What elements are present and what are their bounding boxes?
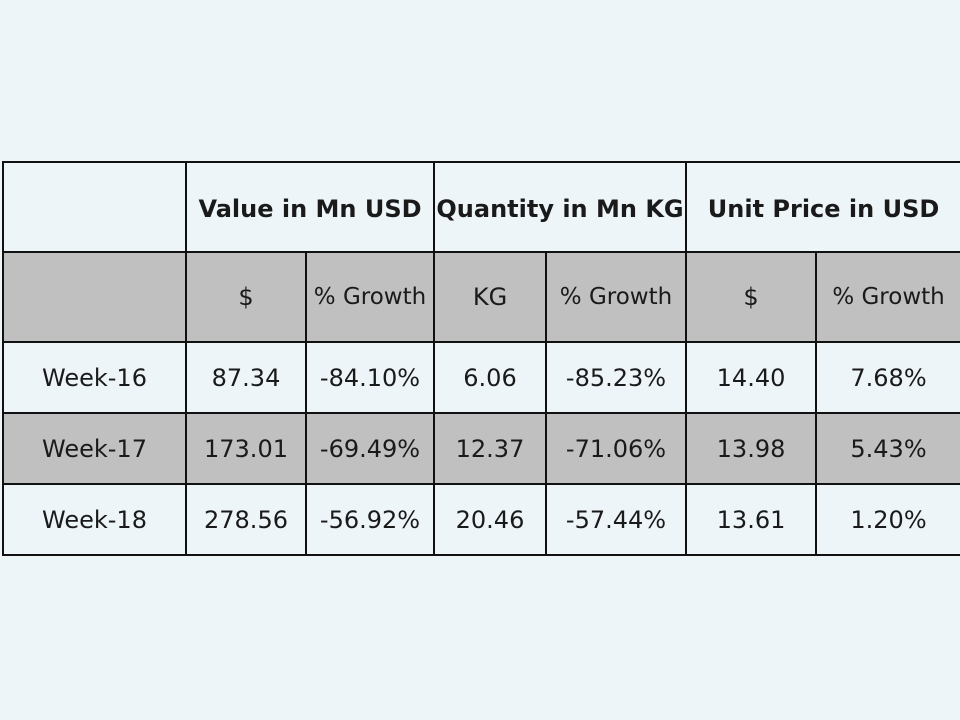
corner-cell <box>2 161 187 253</box>
unit-price-growth-subheader: % Growth <box>815 251 960 343</box>
weekly-trade-table: Value in Mn USD Quantity in Mn KG Unit P… <box>2 161 960 556</box>
unit-price-growth-cell: 7.68% <box>815 341 960 414</box>
subheader-row: $ % Growth KG % Growth $ % Growth <box>2 251 960 343</box>
quantity-growth-cell: -57.44% <box>544 483 688 556</box>
quantity-kg-cell: 12.37 <box>433 412 547 485</box>
table-row: Week-18 278.56 -56.92% 20.46 -57.44% 13.… <box>2 483 960 556</box>
quantity-growth-subheader: % Growth <box>544 251 688 343</box>
quantity-growth-cell: -71.06% <box>544 412 688 485</box>
quantity-group-header: Quantity in Mn KG <box>432 161 688 253</box>
value-growth-subheader: % Growth <box>305 251 435 343</box>
unit-price-cell: 13.98 <box>685 412 818 485</box>
quantity-kg-subheader: KG <box>433 251 547 343</box>
value-usd-subheader: $ <box>185 251 307 343</box>
unit-price-growth-cell: 5.43% <box>815 412 960 485</box>
value-usd-cell: 278.56 <box>185 483 307 556</box>
week-label: Week-18 <box>2 483 187 556</box>
value-usd-cell: 87.34 <box>185 341 307 414</box>
quantity-growth-cell: -85.23% <box>544 341 688 414</box>
value-usd-cell: 173.01 <box>185 412 307 485</box>
group-header-row: Value in Mn USD Quantity in Mn KG Unit P… <box>2 161 960 253</box>
unit-price-usd-subheader: $ <box>685 251 818 343</box>
unit-price-cell: 14.40 <box>685 341 818 414</box>
value-growth-cell: -69.49% <box>305 412 435 485</box>
table-row: Week-16 87.34 -84.10% 6.06 -85.23% 14.40… <box>2 341 960 414</box>
quantity-kg-cell: 20.46 <box>433 483 547 556</box>
unit-price-growth-cell: 1.20% <box>815 483 960 556</box>
unit-price-cell: 13.61 <box>685 483 818 556</box>
unit-price-group-header: Unit Price in USD <box>685 161 960 253</box>
quantity-kg-cell: 6.06 <box>433 341 547 414</box>
value-growth-cell: -56.92% <box>305 483 435 556</box>
table-row: Week-17 173.01 -69.49% 12.37 -71.06% 13.… <box>2 412 960 485</box>
value-group-header: Value in Mn USD <box>185 161 435 253</box>
week-label: Week-17 <box>2 412 187 485</box>
subheader-corner-cell <box>2 251 187 343</box>
week-label: Week-16 <box>2 341 187 414</box>
value-growth-cell: -84.10% <box>305 341 435 414</box>
